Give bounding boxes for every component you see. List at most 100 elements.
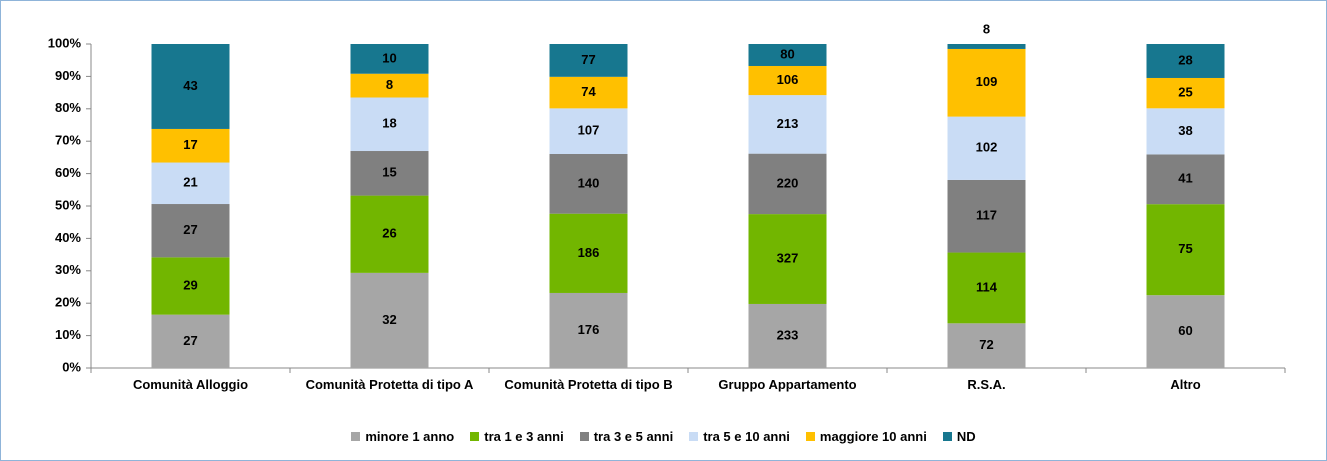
bar-segment xyxy=(748,95,827,154)
data-label: 114 xyxy=(976,279,998,294)
data-label: 8 xyxy=(386,77,393,92)
legend-swatch xyxy=(805,432,815,441)
y-tick-label: 30% xyxy=(55,262,81,277)
x-tick-label: R.S.A. xyxy=(967,377,1006,392)
bar-segment xyxy=(151,257,230,315)
data-label: 75 xyxy=(1178,241,1192,256)
x-tick-label: Altro xyxy=(1170,377,1201,392)
legend-item: maggiore 10 anni xyxy=(805,429,927,444)
data-label: 72 xyxy=(979,337,993,352)
data-label: 27 xyxy=(183,222,197,237)
bar-segment xyxy=(549,153,628,214)
legend-swatch xyxy=(470,432,480,441)
bar-segment xyxy=(151,162,230,205)
bar-segment xyxy=(1146,108,1225,155)
legend-label: maggiore 10 anni xyxy=(819,429,927,444)
legend-swatch xyxy=(579,432,589,441)
data-label: 15 xyxy=(382,165,396,180)
y-tick-label: 50% xyxy=(55,197,81,212)
y-tick-label: 80% xyxy=(55,100,81,115)
legend-swatch xyxy=(351,432,361,441)
bar-segment xyxy=(350,151,429,196)
x-tick-label: Comunità Alloggio xyxy=(132,377,249,392)
bar-segment xyxy=(947,179,1026,253)
bar-segment xyxy=(1146,204,1225,296)
bar-segment xyxy=(151,44,230,129)
bar-segment xyxy=(549,292,628,368)
bar-segment xyxy=(151,314,230,368)
y-tick-label: 40% xyxy=(55,230,81,245)
x-tick-label: Comunità Protetta di tipo B xyxy=(504,377,673,392)
data-label: 117 xyxy=(976,208,997,223)
x-tick-label: Comunità Protetta di tipo A xyxy=(305,377,474,392)
data-label: 18 xyxy=(382,116,396,131)
y-tick-label: 90% xyxy=(55,68,81,83)
data-label: 186 xyxy=(578,245,600,260)
data-label: 21 xyxy=(183,175,197,190)
data-label: 38 xyxy=(1178,123,1192,138)
bar-segment xyxy=(1146,77,1225,109)
legend-item: tra 3 e 5 anni xyxy=(579,429,674,444)
bar-segment xyxy=(947,44,1026,49)
bar-segment xyxy=(350,272,429,368)
data-label: 25 xyxy=(1178,85,1192,100)
bar-segment xyxy=(748,44,827,66)
y-tick-label: 10% xyxy=(55,327,81,342)
bar-segment xyxy=(1146,295,1225,368)
bar-segment xyxy=(748,65,827,96)
data-label: 28 xyxy=(1178,52,1192,67)
legend-item: tra 5 e 10 anni xyxy=(689,429,790,444)
data-label: 26 xyxy=(382,226,396,241)
data-label: 102 xyxy=(976,140,998,155)
data-label: 213 xyxy=(777,116,799,131)
legend-label: tra 5 e 10 anni xyxy=(703,429,790,444)
bar-segment xyxy=(947,116,1026,180)
data-label: 80 xyxy=(780,46,794,61)
bar-segment xyxy=(151,128,230,163)
bar-segment xyxy=(350,73,429,98)
bar-segment xyxy=(350,97,429,152)
data-label: 74 xyxy=(581,84,596,99)
legend: minore 1 anno tra 1 e 3 anni tra 3 e 5 ann… xyxy=(1,429,1326,444)
bar-segment xyxy=(748,303,827,368)
data-label: 29 xyxy=(183,277,197,292)
data-label: 77 xyxy=(581,52,595,67)
legend-item: ND xyxy=(942,429,976,444)
legend-item: tra 1 e 3 anni xyxy=(470,429,564,444)
bar-segment xyxy=(947,323,1026,368)
data-label: 233 xyxy=(777,327,799,342)
bar-segment xyxy=(549,44,628,77)
legend-swatch xyxy=(689,432,699,441)
data-label: 140 xyxy=(578,175,600,190)
legend-label: ND xyxy=(956,429,976,444)
bar-segment xyxy=(947,48,1026,117)
bar-segment xyxy=(1146,44,1225,78)
data-label: 60 xyxy=(1178,323,1192,338)
data-label: 41 xyxy=(1178,171,1192,186)
y-tick-label: 70% xyxy=(55,133,81,148)
data-label: 27 xyxy=(183,333,197,348)
data-label: 327 xyxy=(777,250,799,265)
bar-segment xyxy=(549,213,628,293)
bar-segment xyxy=(350,195,429,273)
bar-segment xyxy=(748,214,827,304)
bar-segment xyxy=(350,44,429,74)
bar-segment xyxy=(549,108,628,154)
bar-segment xyxy=(947,252,1026,324)
bar-segment xyxy=(151,204,230,258)
x-tick-label: Gruppo Appartamento xyxy=(718,377,857,392)
legend-item: minore 1 anno xyxy=(351,429,454,444)
legend-label: tra 1 e 3 anni xyxy=(484,429,564,444)
y-tick-label: 0% xyxy=(62,359,81,374)
data-label: 220 xyxy=(777,175,799,190)
legend-label: minore 1 anno xyxy=(365,429,455,444)
bar-segment xyxy=(1146,154,1225,205)
y-tick-label: 20% xyxy=(55,295,81,310)
y-tick-label: 60% xyxy=(55,165,81,180)
data-label: 109 xyxy=(976,74,998,89)
legend-label: tra 3 e 5 anni xyxy=(593,429,674,444)
data-label: 10 xyxy=(382,50,396,65)
legend-swatch xyxy=(942,432,952,441)
